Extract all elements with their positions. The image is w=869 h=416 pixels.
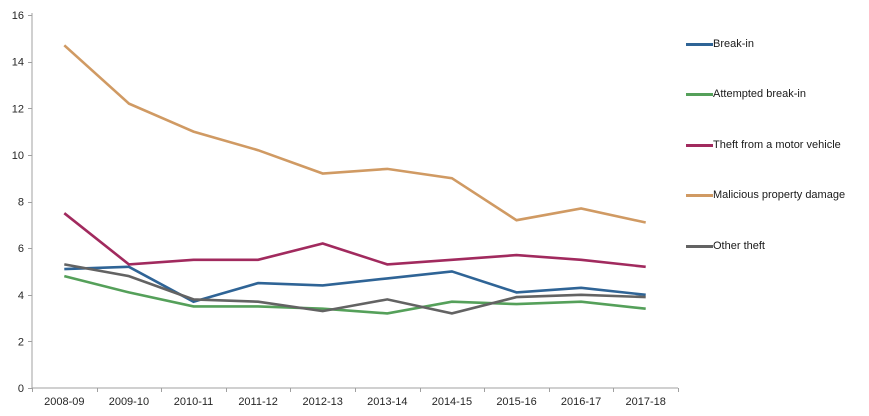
series-line-1 — [63, 274, 646, 315]
legend-item: Other theft — [686, 239, 765, 254]
series-line-2 — [63, 212, 646, 269]
y-axis-tick-label: 8 — [18, 197, 24, 209]
legend-line-swatch — [686, 42, 713, 46]
y-axis-tick-label: 4 — [18, 290, 24, 302]
legend-line-swatch — [686, 143, 713, 147]
y-axis-tick-label: 14 — [12, 57, 24, 69]
legend-label: Other theft — [713, 239, 765, 252]
x-axis-tick-label: 2016-17 — [561, 396, 601, 408]
x-axis-tick-label: 2010-11 — [174, 396, 214, 408]
y-axis-tick-label: 0 — [18, 383, 24, 395]
x-axis-tick-label: 2015-16 — [496, 396, 536, 408]
legend-label: Theft from a motor vehicle — [713, 138, 841, 151]
legend-line-swatch — [686, 244, 713, 248]
legend-item: Malicious property damage — [686, 188, 845, 203]
x-axis-tick-label: 2013-14 — [367, 396, 407, 408]
legend-item: Break-in — [686, 37, 754, 52]
x-axis-tick-label: 2012-13 — [303, 396, 343, 408]
legend-label: Attempted break-in — [713, 88, 806, 100]
x-axis-tick-label: 2011-12 — [238, 396, 278, 408]
series-line-3 — [63, 44, 646, 224]
y-axis-tick-label: 12 — [12, 103, 24, 115]
legend-item: Theft from a motor vehicle — [686, 138, 841, 153]
x-axis-tick-label: 2008-09 — [44, 396, 84, 408]
y-axis-tick-label: 10 — [12, 150, 24, 162]
y-axis-tick-label: 16 — [12, 10, 24, 22]
legend-item: Attempted break-in — [686, 87, 806, 102]
y-axis-tick-label: 6 — [18, 243, 24, 255]
x-axis-tick-label: 2009-10 — [109, 396, 149, 408]
x-axis-tick-label: 2017-18 — [626, 396, 666, 408]
x-axis-tick-label: 2014-15 — [432, 396, 472, 408]
legend-line-swatch — [686, 93, 713, 96]
legend-label: Malicious property damage — [713, 189, 846, 201]
legend-label: Break-in — [713, 37, 754, 50]
series-line-4 — [64, 263, 646, 315]
chart-legend: Break-in Attempted break-in Theft from a m… — [686, 0, 869, 416]
legend-line-swatch — [686, 194, 713, 197]
y-axis-tick-label: 2 — [18, 336, 24, 348]
series-line-0 — [64, 265, 646, 304]
